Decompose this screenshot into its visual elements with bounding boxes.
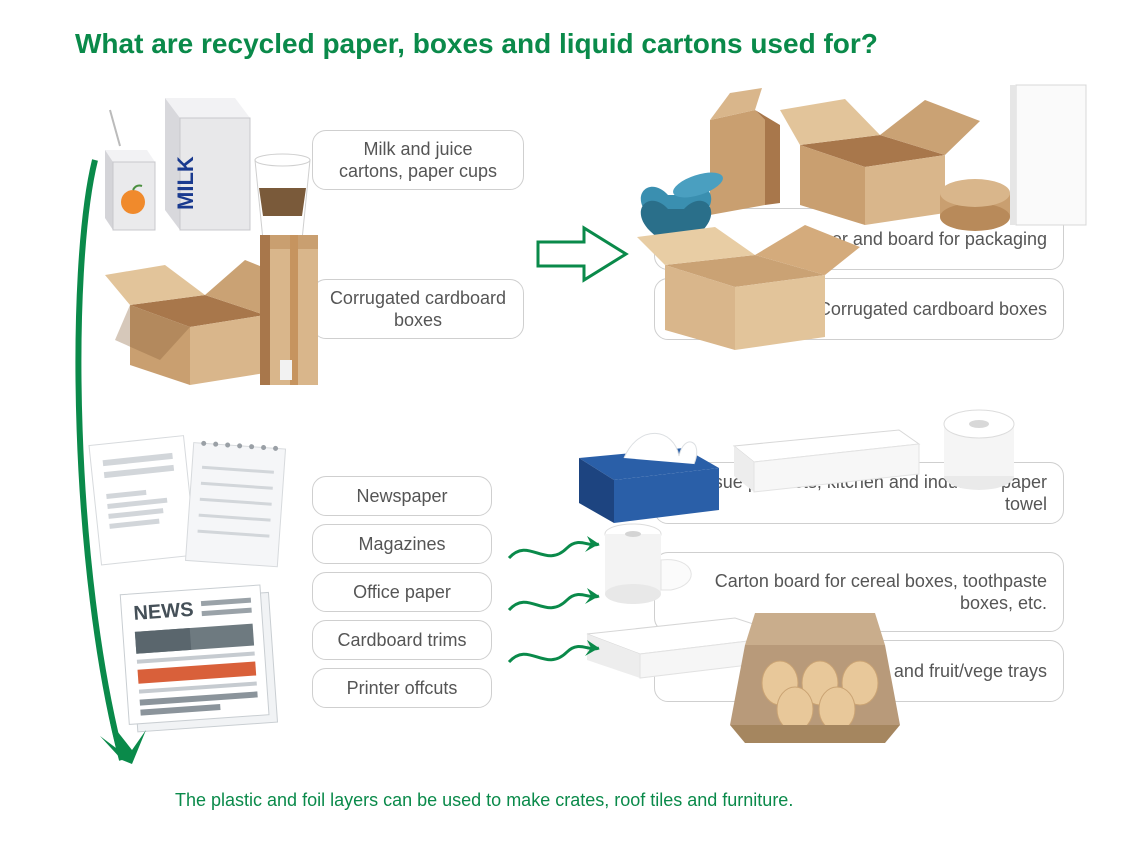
carton-output-icon: [575, 520, 925, 740]
pill-newspaper: Newspaper: [312, 476, 492, 516]
vertical-flow-arrow-icon: [60, 150, 200, 810]
packaging-boxes-icon: [630, 75, 1090, 355]
wave-arrow-3-icon: [505, 634, 615, 674]
pill-printer-offcuts: Printer offcuts: [312, 668, 492, 708]
pill-corrugated-in: Corrugated cardboard boxes: [312, 279, 524, 339]
pill-magazines: Magazines: [312, 524, 492, 564]
pill-office-paper: Office paper: [312, 572, 492, 612]
pill-milk-juice: Milk and juice cartons, paper cups: [312, 130, 524, 190]
tissue-products-icon: [564, 388, 1034, 538]
wave-arrow-1-icon: [505, 530, 615, 570]
page-title: What are recycled paper, boxes and liqui…: [75, 28, 878, 60]
block-arrow-icon: [534, 222, 630, 286]
footnote: The plastic and foil layers can be used …: [175, 790, 793, 811]
pill-cardboard-trims: Cardboard trims: [312, 620, 492, 660]
wave-arrow-2-icon: [505, 582, 615, 622]
